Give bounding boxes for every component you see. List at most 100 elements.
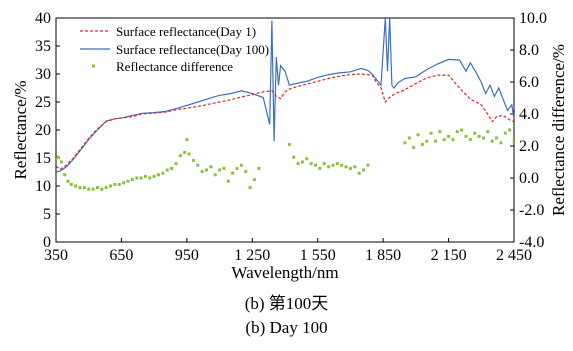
y2-tick-label: -2.0 [519,202,544,219]
difference-point [87,187,91,191]
difference-point [499,141,503,145]
difference-point [148,176,152,180]
difference-point [287,142,291,146]
difference-point [222,166,226,170]
caption-english: (b) Day 100 [245,318,328,337]
difference-point [327,165,331,169]
difference-point [512,139,514,143]
difference-point [442,138,446,142]
caption-chinese: (b) 第100天 [244,294,329,313]
difference-point [438,130,442,134]
difference-point [257,166,261,170]
y-tick-label: 0 [43,234,51,251]
difference-point [113,182,117,186]
difference-point [152,174,156,178]
difference-point [503,131,507,135]
difference-point [178,154,182,158]
difference-point [69,182,73,186]
difference-point [185,138,189,142]
y2-tick-label: 10.0 [519,10,547,27]
difference-point [490,139,494,143]
x-tick-label: 1 250 [234,247,270,264]
difference-point [74,184,78,188]
difference-point [403,141,407,145]
difference-point [187,152,191,156]
difference-point [353,165,357,169]
legend-marker-difference [92,64,95,68]
difference-point [344,165,348,169]
difference-point [239,163,243,167]
difference-point [322,162,326,166]
difference-point [318,166,322,170]
difference-point [292,155,296,159]
difference-point [226,179,230,183]
series-day1-line [56,73,514,170]
difference-point [433,139,437,143]
difference-point [412,146,416,150]
x-tick-label: 1 550 [300,247,336,264]
difference-point [407,136,411,140]
difference-point [143,174,147,178]
difference-point [455,130,459,134]
difference-point [248,186,252,190]
difference-point [495,136,499,140]
difference-point [56,157,58,161]
difference-point [460,128,464,132]
difference-point [122,181,126,185]
difference-point [135,176,139,180]
y-tick-label: 25 [35,94,51,111]
difference-point [191,158,195,162]
difference-point [252,178,256,182]
difference-point [209,165,213,169]
difference-point [174,162,178,166]
difference-point [486,130,490,134]
x-tick-label: 950 [175,247,199,264]
difference-point [63,173,67,177]
y2-axis-title: Reflectance difference/% [549,44,568,216]
difference-point [464,134,468,138]
y-axis-title: Reflectance/% [11,80,30,179]
difference-point [477,134,481,138]
y2-tick-label: -4.0 [519,234,544,251]
difference-point [447,134,451,138]
difference-point [348,166,352,170]
y-tick-label: 30 [35,66,51,83]
difference-point [468,138,472,142]
difference-point [139,176,143,180]
difference-point [204,168,208,172]
difference-point [56,155,60,159]
difference-point [109,184,113,188]
difference-point [416,133,420,137]
difference-point [366,163,370,167]
difference-point [331,163,335,167]
difference-point [244,170,248,174]
y-tick-label: 35 [35,38,51,55]
y-tick-label: 20 [35,122,51,139]
y-tick-label: 5 [43,206,51,223]
difference-point [357,171,361,175]
difference-point [314,163,318,167]
difference-point [59,160,63,164]
difference-point [309,162,313,166]
difference-point [218,168,222,172]
series-day100-line [56,18,514,173]
difference-point [420,142,424,146]
x-tick-label: 2 150 [431,247,467,264]
difference-point [231,171,235,175]
difference-point [362,168,366,172]
difference-point [157,173,161,177]
reflectance-chart: 350 650 950 1 250 1 550 1 850 2 150 2 450 0 5 10 15… [11,10,568,282]
difference-point [213,173,217,177]
difference-point [82,186,86,190]
difference-point [66,179,70,183]
difference-point [200,170,204,174]
difference-point [170,166,174,170]
y-tick-label: 15 [35,150,51,167]
difference-point [104,186,108,190]
y2-tick-label: 2.0 [519,138,539,155]
difference-point [473,131,477,135]
difference-point [196,163,200,167]
x-axis-title: Wavelength/nm [231,263,338,282]
difference-point [429,131,433,135]
legend-label-difference: Reflectance difference [116,59,233,74]
